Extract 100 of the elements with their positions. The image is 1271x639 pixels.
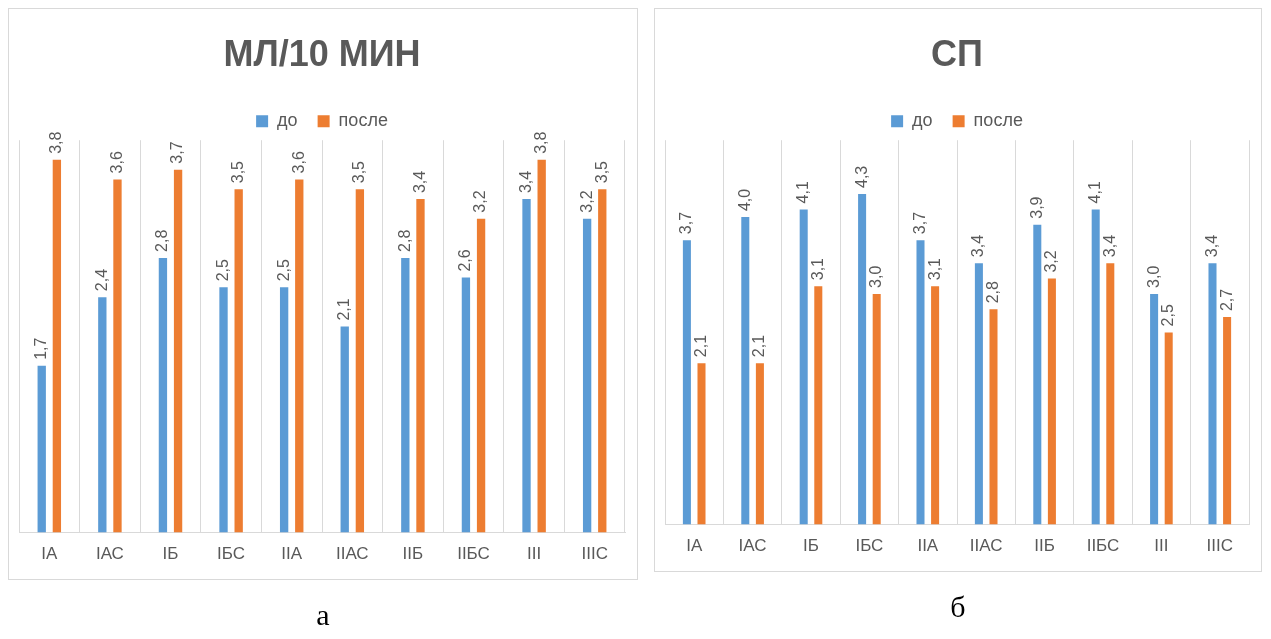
x-tick-label: IIАС: [335, 544, 369, 564]
x-tick-label: IIБ: [402, 544, 424, 564]
bar: [697, 363, 706, 525]
bar: [682, 240, 691, 525]
data-label: 3,5: [350, 160, 368, 184]
bar: [814, 286, 823, 525]
data-label: 3,2: [471, 190, 489, 213]
x-tick-label: IА: [41, 544, 58, 564]
data-label: 3,8: [47, 131, 65, 154]
x-tick-label: IБ: [162, 544, 179, 564]
data-label: 2,1: [750, 334, 768, 358]
bar: [1223, 317, 1232, 525]
data-label: 4,0: [735, 188, 753, 212]
text: а: [315, 598, 331, 632]
bar: [340, 326, 349, 533]
bar: [598, 189, 607, 533]
bar: [234, 189, 243, 533]
bar: [158, 257, 168, 533]
bar: [98, 297, 107, 533]
x-tick-label: IIБС: [457, 544, 490, 564]
data-label: 3,7: [910, 211, 928, 235]
data-label: 2,8: [395, 229, 413, 252]
data-label: 3,6: [289, 151, 307, 174]
data-label: 3,2: [577, 190, 595, 213]
x-tick-label: III: [527, 544, 542, 564]
x-tick-label: IIБС: [1086, 536, 1120, 556]
bar: [1033, 224, 1042, 525]
bar: [355, 189, 365, 533]
bar: [537, 159, 546, 533]
data-label: 4,1: [794, 181, 812, 204]
bar: [741, 217, 750, 525]
x-tick-label: IIА: [917, 536, 939, 556]
bar: [522, 199, 531, 533]
data-label: 3,9: [1027, 196, 1045, 219]
bar: [582, 218, 592, 533]
bar: [219, 287, 228, 533]
x-tick-label: III: [1154, 536, 1169, 556]
x-tick-label: IБ: [803, 536, 819, 556]
data-label: 2,7: [1217, 288, 1235, 312]
data-label: 2,6: [456, 249, 474, 272]
data-label: 3,2: [1042, 250, 1060, 273]
x-tick-label: IIБ: [1034, 536, 1055, 556]
legend-label: до: [277, 110, 298, 131]
bar: [476, 218, 486, 533]
legend-label: после: [338, 110, 388, 131]
bar: [989, 309, 998, 525]
bar: [1150, 293, 1159, 525]
data-label: 2,8: [983, 280, 1001, 304]
bar: [37, 365, 46, 533]
bar: [872, 293, 881, 525]
x-tick-label: IIIС: [1206, 536, 1234, 556]
x-tick-label: IБС: [855, 536, 884, 556]
data-label: 2,5: [1159, 304, 1177, 327]
bar: [173, 169, 183, 533]
bar: [916, 240, 925, 525]
bar: [1164, 332, 1173, 525]
data-label: 3,1: [925, 257, 943, 281]
legend-label: до: [912, 110, 933, 131]
x-tick-label: IАС: [95, 544, 124, 564]
bar: [279, 287, 289, 533]
data-label: 4,1: [1086, 181, 1104, 204]
text: б: [949, 590, 967, 624]
data-label: 1,7: [32, 337, 50, 360]
bar: [755, 363, 764, 525]
x-tick-label: IАС: [738, 536, 767, 556]
data-label: 2,4: [92, 268, 110, 292]
bar: [401, 257, 410, 533]
data-label: 3,0: [867, 265, 885, 288]
data-label: 4,3: [852, 165, 870, 189]
x-tick-label: IIА: [281, 544, 303, 564]
data-label: 3,6: [107, 151, 125, 174]
bar: [52, 159, 62, 533]
data-label: 2,1: [691, 334, 709, 358]
data-label: 3,4: [969, 234, 987, 258]
x-tick-label: IБС: [217, 544, 246, 564]
bar: [1047, 278, 1056, 525]
bar: [974, 263, 983, 525]
x-tick-label: IА: [686, 536, 703, 556]
data-label: 3,4: [1202, 234, 1220, 258]
data-label: 3,4: [1100, 234, 1118, 258]
data-label: 2,1: [335, 298, 353, 321]
data-label: 3,7: [168, 141, 186, 164]
chart-title: СП: [931, 32, 983, 74]
data-label: 3,5: [229, 160, 247, 184]
chart-title: МЛ/10 МИН: [223, 32, 421, 74]
data-label: 2,8: [153, 229, 171, 252]
legend-label: после: [973, 110, 1023, 131]
data-label: 3,4: [516, 170, 534, 194]
data-label: 3,7: [677, 211, 695, 235]
bar: [931, 286, 940, 525]
bar: [1091, 209, 1100, 525]
data-label: 3,1: [808, 257, 826, 281]
bar: [799, 209, 808, 525]
x-tick-label: IIIС: [581, 544, 608, 564]
bar: [295, 179, 304, 533]
bar: [416, 199, 425, 533]
data-label: 3,4: [410, 170, 428, 194]
x-tick-label: IIАС: [969, 536, 1003, 556]
data-label: 3,0: [1144, 265, 1162, 288]
data-label: 3,5: [592, 160, 610, 184]
